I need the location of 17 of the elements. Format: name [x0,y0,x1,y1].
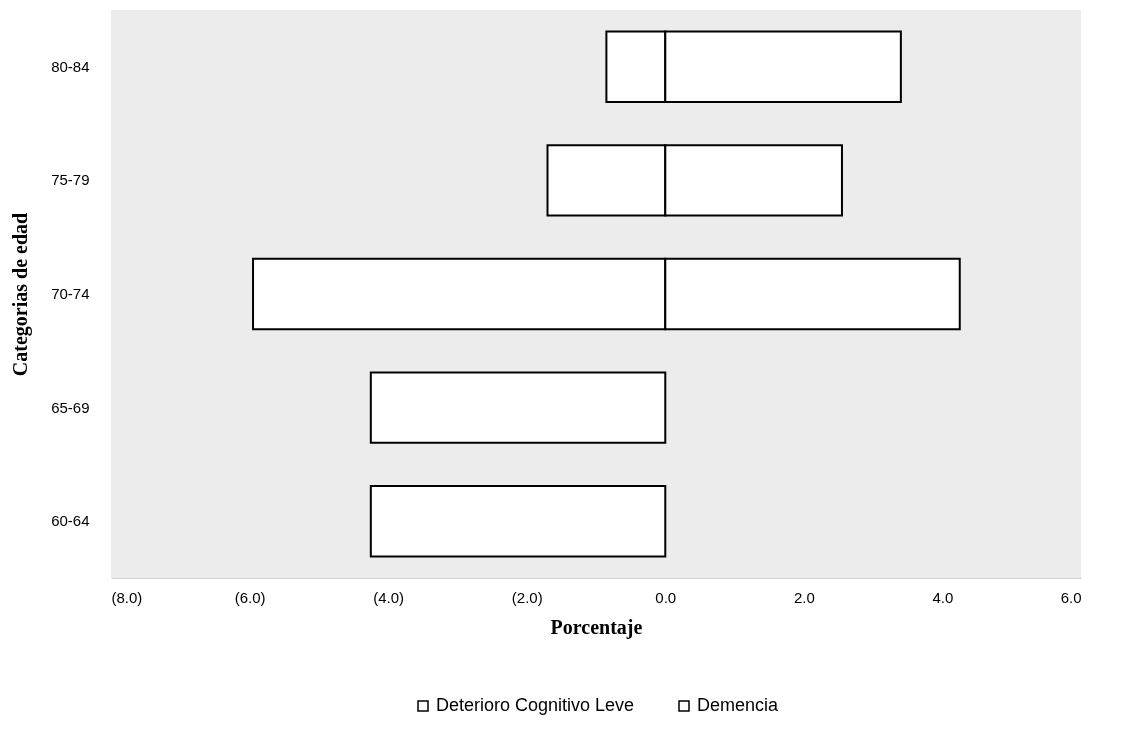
y-tick-label: 60-64 [51,512,90,530]
x-tick-label: (4.0) [373,588,405,606]
y-tick-label: 65-69 [51,398,90,416]
x-tick-label: (2.0) [511,588,543,606]
y-axis-title: Categorias de edad [9,212,33,377]
x-tick-label: (6.0) [234,588,266,606]
x-tick-label: 2.0 [793,588,815,606]
legend-label: Demencia [697,695,780,715]
x-tick-label: 0.0 [655,588,677,606]
x-tick-label: 6.0 [1060,588,1082,606]
y-tick-label: 70-74 [51,285,90,302]
x-tick-label: (8.0) [111,588,143,606]
y-tick-label: 75-79 [51,171,90,189]
y-tick-label: 80-84 [51,57,90,75]
x-axis-title: Porcentaje [550,615,643,639]
legend-label: Deterioro Cognitivo Leve [436,695,635,715]
x-tick-label: 4.0 [932,588,954,606]
